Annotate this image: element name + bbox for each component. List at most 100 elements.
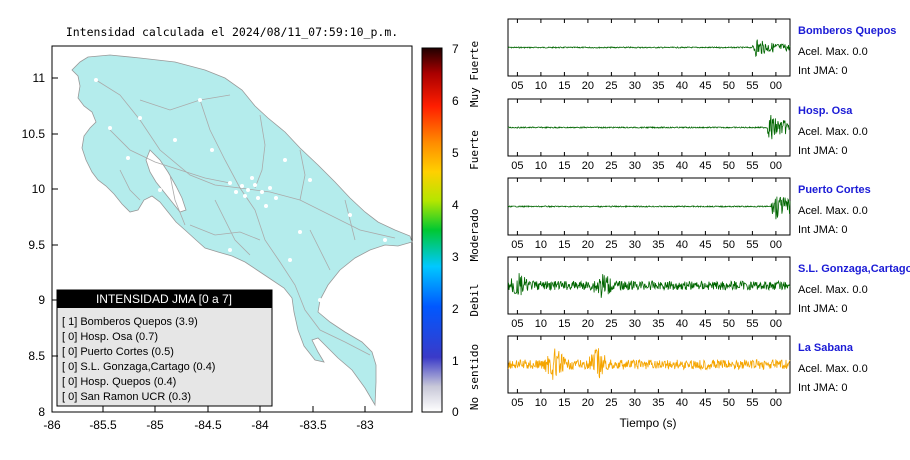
map-tick-marks [52, 77, 366, 412]
station-name: La Sabana [798, 342, 854, 354]
trace-x-tick: 20 [582, 80, 594, 92]
map-plot: INTENSIDAD JMA [0 a 7] [ 1] Bomberos Que… [51, 45, 413, 413]
trace-waveform [507, 39, 791, 58]
trace-x-tick: 25 [605, 160, 617, 172]
legend-entry: [ 0] Hosp. Osa (0.7) [62, 331, 158, 343]
station-jma: Int JMA: 0 [798, 382, 848, 394]
legend-entry: [ 0] San Ramon UCR (0.3) [62, 391, 191, 403]
trace-x-tick: 30 [629, 160, 641, 172]
trace-waveform [507, 273, 791, 298]
colorbar-label: Debil [468, 283, 481, 316]
map-x-tick: -85 [146, 418, 164, 432]
trace-x-tick: 45 [699, 397, 711, 409]
trace-x-tick: 10 [535, 80, 547, 92]
trace-x-tick: 40 [676, 80, 688, 92]
colorbar-label: No sentido [468, 344, 481, 410]
station-accel: Acel. Max. 0.0 [798, 46, 868, 58]
legend-entry: [ 0] Puerto Cortes (0.5) [62, 346, 174, 358]
trace-x-tick: 40 [676, 397, 688, 409]
map-y-tick: 8 [38, 405, 45, 419]
trace-x-tick: 35 [652, 239, 664, 251]
trace-x-tick: 25 [605, 80, 617, 92]
colorbar-tick: 6 [452, 94, 459, 108]
trace-x-tick: 20 [582, 318, 594, 330]
station-jma: Int JMA: 0 [798, 145, 848, 157]
trace-x-tick: 50 [723, 160, 735, 172]
trace-x-tick: 15 [558, 239, 570, 251]
trace-x-tick: 05 [511, 160, 523, 172]
traces-xlabel: Tiempo (s) [620, 416, 677, 430]
colorbar-ticks: 7 6 5 4 3 2 1 0 [452, 42, 459, 419]
map-x-tick: -84 [251, 418, 269, 432]
trace-waveform [507, 114, 791, 140]
trace-x-tick: 35 [652, 318, 664, 330]
trace-x-tick: 30 [629, 318, 641, 330]
legend-entry: [ 1] Bomberos Quepos (3.9) [62, 316, 198, 328]
trace-x-tick: 05 [511, 80, 523, 92]
map-x-axis: -86 -85.5 -85 -84.5 -84 -83.5 -83 [43, 418, 374, 432]
station-jma: Int JMA: 0 [798, 224, 848, 236]
colorbar-label: Muy Fuerte [468, 41, 481, 107]
road-network [95, 79, 396, 356]
trace-x-tick: 15 [558, 397, 570, 409]
trace-x-tick: 55 [746, 397, 758, 409]
station-name: Puerto Cortes [798, 184, 871, 196]
trace-x-tick: 00 [770, 160, 782, 172]
trace-x-tick: 55 [746, 80, 758, 92]
map-y-tick: 8.5 [28, 349, 45, 363]
trace-x-tick: 45 [699, 80, 711, 92]
map-x-tick: -83.5 [299, 418, 327, 432]
colorbar-tick: 0 [452, 405, 459, 419]
colorbar-label: Fuerte [468, 130, 481, 170]
map-x-tick: -85.5 [89, 418, 117, 432]
trace-x-tick: 00 [770, 318, 782, 330]
costa-rica-landmass [71, 54, 413, 407]
map-y-tick: 9.5 [28, 238, 45, 252]
trace-panel: 05 10 15 20 25 30 35 40 45 50 55 00 Hosp. Osa Acel. M… [507, 98, 868, 172]
trace-panel: 05 10 15 20 25 30 35 40 45 50 55 00 S.L. Gonzaga,Car… [507, 256, 910, 330]
trace-panel: 05 10 15 20 25 30 35 40 45 50 55 00 Puerto Cortes Ace… [507, 177, 871, 251]
trace-x-tick: 00 [770, 239, 782, 251]
map-y-tick: 9 [38, 293, 45, 307]
waveform-traces: 05 10 15 20 25 30 35 40 45 50 55 00 Bomberos Quepos A… [507, 18, 910, 409]
trace-x-tick: 35 [652, 160, 664, 172]
trace-x-tick: 10 [535, 239, 547, 251]
intensity-colorbar [421, 47, 443, 413]
trace-x-tick: 00 [770, 80, 782, 92]
map-y-tick: 10.5 [22, 127, 46, 141]
station-accel: Acel. Max. 0.0 [798, 363, 868, 375]
trace-x-tick: 30 [629, 239, 641, 251]
intensity-legend: INTENSIDAD JMA [0 a 7] [ 1] Bomberos Que… [56, 289, 273, 407]
map-title: Intensidad calculada el 2024/08/11_07:59… [66, 25, 398, 39]
colorbar-labels: Muy Fuerte Fuerte Moderado Debil No sent… [468, 41, 481, 410]
trace-x-tick: 35 [652, 397, 664, 409]
station-dots [94, 78, 387, 347]
trace-x-tick: 40 [676, 318, 688, 330]
station-name: Hosp. Osa [798, 105, 853, 117]
colorbar-tick: 1 [452, 354, 459, 368]
trace-x-tick: 30 [629, 80, 641, 92]
trace-x-tick: 20 [582, 397, 594, 409]
station-accel: Acel. Max. 0.0 [798, 126, 868, 138]
trace-x-tick: 50 [723, 80, 735, 92]
station-name: Bomberos Quepos [798, 25, 896, 37]
colorbar-tick: 4 [452, 198, 459, 212]
colorbar-tick: 7 [452, 42, 459, 56]
map-x-tick: -86 [43, 418, 61, 432]
trace-waveform [507, 196, 791, 220]
trace-x-tick: 50 [723, 397, 735, 409]
station-jma: Int JMA: 0 [798, 65, 848, 77]
map-x-tick: -84.5 [194, 418, 222, 432]
trace-x-tick: 35 [652, 80, 664, 92]
map-y-tick: 11 [33, 71, 46, 85]
legend-title: INTENSIDAD JMA [0 a 7] [96, 292, 232, 306]
trace-x-tick: 15 [558, 318, 570, 330]
trace-x-tick: 15 [558, 80, 570, 92]
map-y-axis: 11 10.5 10 9.5 9 8.5 8 [22, 71, 46, 419]
trace-x-tick: 55 [746, 239, 758, 251]
trace-x-tick: 10 [535, 397, 547, 409]
legend-entry: [ 0] Hosp. Quepos (0.4) [62, 376, 176, 388]
colorbar-tick: 5 [452, 146, 459, 160]
trace-x-tick: 10 [535, 160, 547, 172]
trace-x-tick: 30 [629, 397, 641, 409]
